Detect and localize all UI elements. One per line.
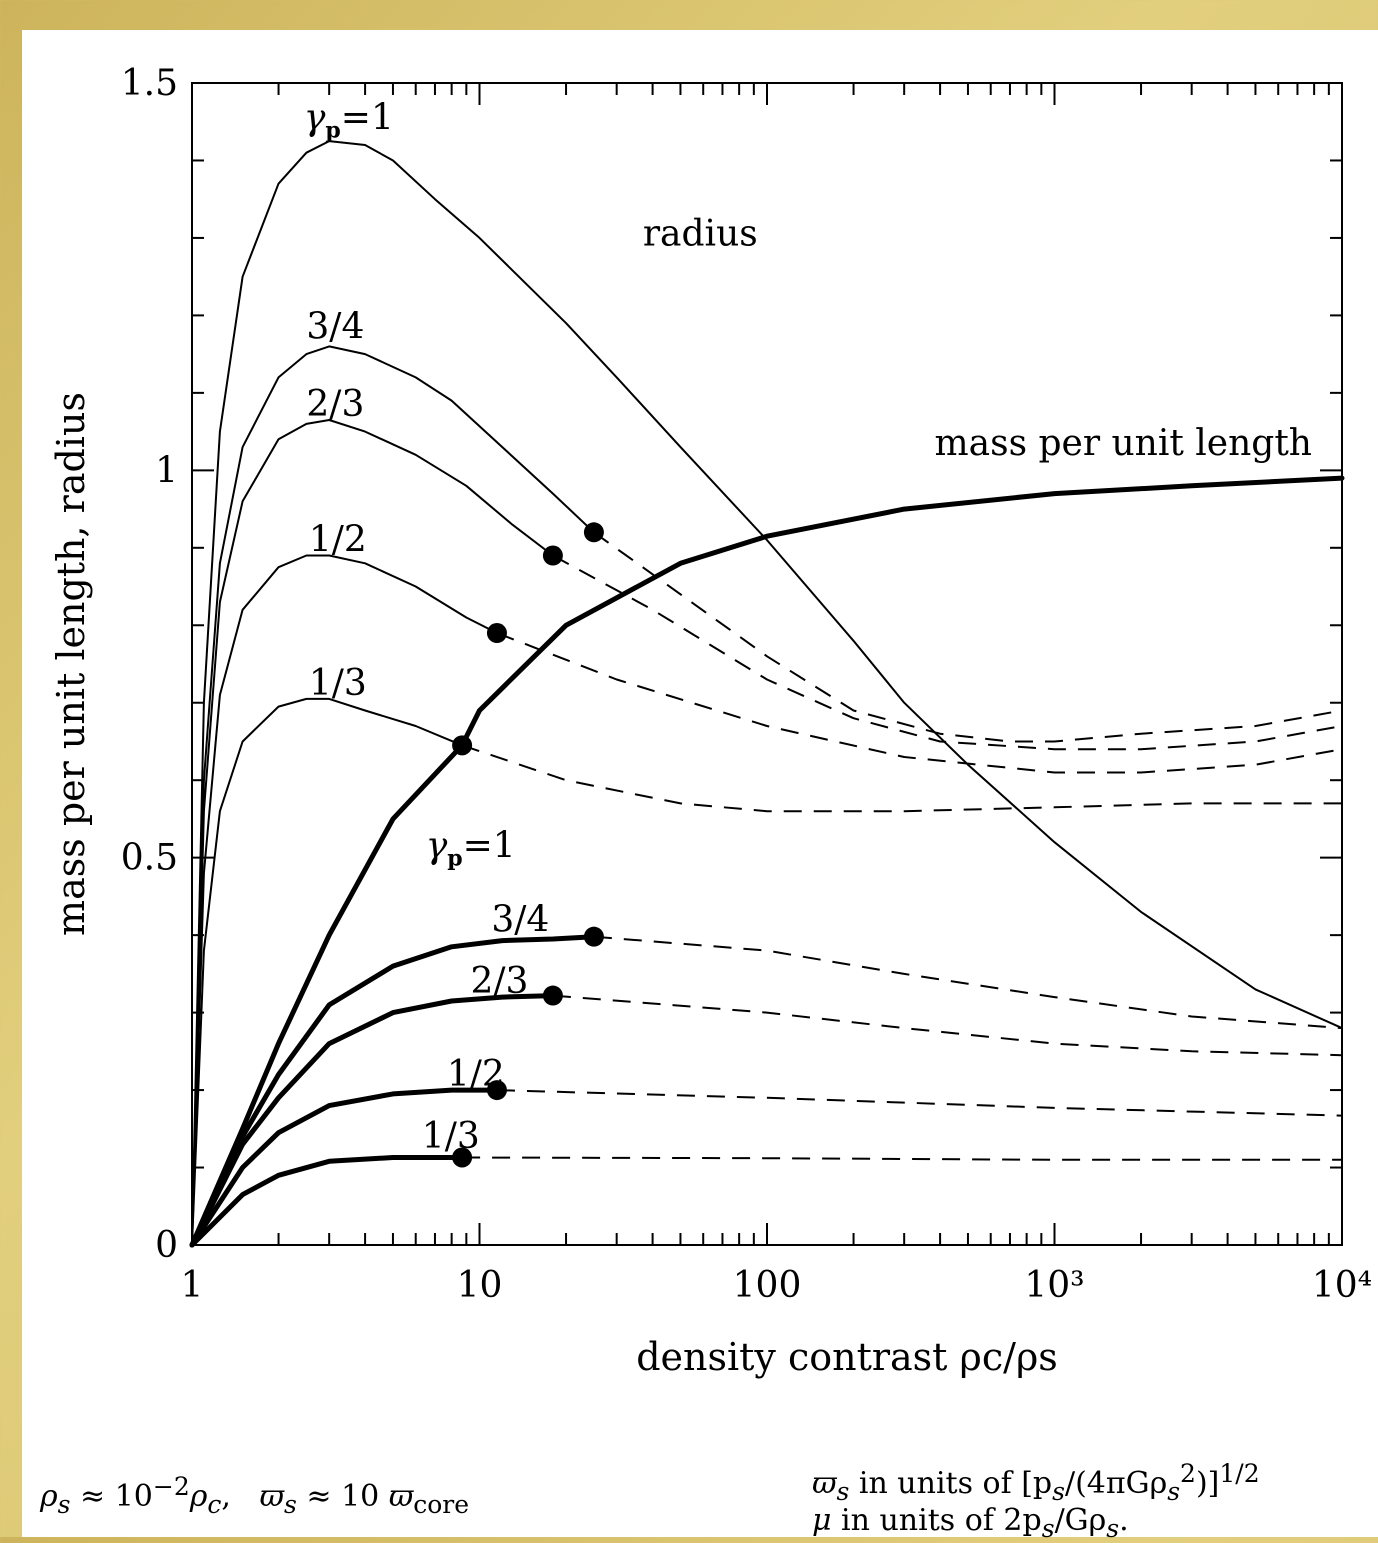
x-tick-label: 10 bbox=[457, 1265, 503, 1306]
pi-core-symbol: ϖ bbox=[388, 1479, 414, 1514]
y-tick-label: 0 bbox=[155, 1225, 178, 1266]
mass-curve-3-4-dashed bbox=[593, 935, 1343, 1030]
rho-sub: s bbox=[57, 1490, 71, 1519]
curve-labels: 1 10 100 10³ 10⁴ 0 0.5 1 1.5 density contrast ρc/… bbox=[49, 63, 1372, 1379]
units-mid: /(4πGρ bbox=[1064, 1466, 1168, 1501]
figure-panel: 1 10 100 10³ 10⁴ 0 0.5 1 1.5 density contrast ρc/… bbox=[22, 30, 1378, 1542]
units-text-2: in units of 2p bbox=[831, 1503, 1042, 1538]
mass-label-2-3: 2/3 bbox=[470, 961, 528, 1002]
units-exp: 1/2 bbox=[1219, 1459, 1260, 1488]
rho-sup: 2 bbox=[1180, 1459, 1196, 1488]
radius-label-3-4: 3/4 bbox=[306, 307, 364, 348]
mass-marker-1-2 bbox=[486, 1080, 507, 1101]
plot-frame bbox=[191, 82, 1343, 1246]
pi-sub: s bbox=[284, 1490, 297, 1519]
radius-curve-1-3 bbox=[191, 697, 464, 1246]
radius-curve-2-3 bbox=[191, 419, 554, 1246]
mass-label-1-2: 1/2 bbox=[447, 1054, 505, 1095]
p-sub: s bbox=[1052, 1477, 1065, 1506]
x-tick-label: 1 bbox=[181, 1265, 204, 1306]
x-tick-label: 10⁴ bbox=[1312, 1265, 1372, 1306]
rho-c-sub: c bbox=[207, 1490, 222, 1519]
radius-marker-2-3 bbox=[542, 545, 563, 566]
curves bbox=[189, 140, 1345, 1248]
mass-curve-1 bbox=[189, 475, 1345, 1248]
mass-marker-1-3 bbox=[452, 1147, 473, 1168]
y-tick-label: 0.5 bbox=[121, 838, 178, 879]
mass-curve-3-4 bbox=[189, 934, 597, 1248]
radius-marker-1-3 bbox=[452, 735, 473, 756]
mass-label-1-3: 1/3 bbox=[422, 1116, 480, 1157]
mass-curve-2-3 bbox=[189, 993, 556, 1248]
footnote-right-line1: ϖs in units of [ps/(4πGρs2)]1/2 bbox=[812, 1460, 1260, 1505]
radius-curve-1-3-dashed bbox=[461, 744, 1342, 813]
radius-curve-3-4-dashed bbox=[593, 531, 1343, 743]
pi-symbol: ϖ bbox=[259, 1479, 285, 1514]
rho-symbol: ρ bbox=[40, 1479, 58, 1514]
mass-curve-1-3-dashed bbox=[462, 1156, 1342, 1161]
units-text: in units of [p bbox=[849, 1466, 1053, 1501]
rho-sub-2: s bbox=[1106, 1514, 1120, 1543]
radius-curve-2-3-dashed bbox=[552, 554, 1343, 751]
rho-c-symbol: ρ bbox=[189, 1479, 208, 1514]
mu-symbol: μ bbox=[812, 1503, 832, 1538]
radius-curve-1-2-dashed bbox=[496, 632, 1343, 774]
footnote-right: ϖs in units of [ps/(4πGρs2)]1/2 μ in uni… bbox=[812, 1460, 1260, 1542]
radius-marker-1-2 bbox=[486, 623, 507, 644]
radius-label-2-3: 2/3 bbox=[306, 384, 364, 425]
radius-curve-1-2 bbox=[191, 554, 498, 1246]
units-end: )] bbox=[1195, 1466, 1220, 1501]
mass-curve-1-2 bbox=[189, 1087, 500, 1248]
mass-annotation: mass per unit length bbox=[935, 423, 1313, 464]
y-tick-label: 1 bbox=[155, 450, 178, 491]
radius-label-1-2: 1/2 bbox=[309, 520, 367, 561]
p-sub-2: s bbox=[1041, 1514, 1055, 1543]
approx-text-2: ≈ 10 bbox=[296, 1479, 389, 1514]
mass-marker-3-4 bbox=[583, 926, 604, 947]
mass-label-gamma-1: γp=1 bbox=[426, 826, 516, 872]
radius-curve-1 bbox=[191, 140, 1343, 1246]
radius-label-gamma-1: γp=1 bbox=[304, 97, 394, 143]
radius-annotation: radius bbox=[643, 214, 758, 255]
mass-curve-1-2-dashed bbox=[496, 1089, 1343, 1117]
units-mid-2: /Gρ bbox=[1054, 1503, 1107, 1538]
exponent: −2 bbox=[152, 1472, 190, 1501]
mass-curve-2-3-dashed bbox=[552, 994, 1343, 1057]
x-axis-label: density contrast ρc/ρs bbox=[636, 1335, 1058, 1379]
units-end-2: . bbox=[1119, 1503, 1129, 1538]
mass-marker-2-3 bbox=[542, 985, 563, 1006]
x-tick-label: 100 bbox=[733, 1265, 802, 1306]
footnote-right-line2: μ in units of 2ps/Gρs. bbox=[812, 1503, 1260, 1543]
mass-label-3-4: 3/4 bbox=[491, 899, 549, 940]
approx-text: ≈ 10 bbox=[70, 1479, 153, 1514]
pi-symbol: ϖ bbox=[812, 1466, 837, 1501]
mass-curve-1-3 bbox=[189, 1155, 465, 1248]
chart: 1 10 100 10³ 10⁴ 0 0.5 1 1.5 density contrast ρc/… bbox=[49, 63, 1372, 1379]
footnote-left: ρs ≈ 10−2ρc, ϖs ≈ 10 ϖcore bbox=[40, 1472, 469, 1519]
radius-marker-3-4 bbox=[583, 522, 604, 543]
pi-core-sub: core bbox=[413, 1490, 470, 1519]
separator: , bbox=[221, 1479, 260, 1514]
pi-sub: s bbox=[836, 1477, 850, 1506]
y-axis-label: mass per unit length, radius bbox=[49, 392, 93, 936]
radius-label-1-3: 1/3 bbox=[309, 663, 367, 704]
radius-curve-3-4 bbox=[191, 345, 595, 1246]
transition-markers bbox=[452, 522, 604, 1168]
x-tick-label: 10³ bbox=[1024, 1265, 1084, 1306]
y-tick-label: 1.5 bbox=[121, 63, 178, 104]
rho-sub: s bbox=[1167, 1477, 1181, 1506]
